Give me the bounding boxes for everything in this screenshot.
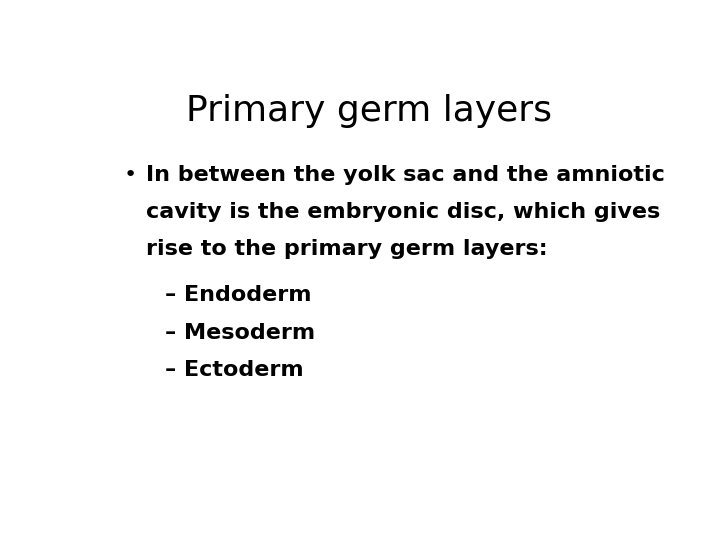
Text: cavity is the embryonic disc, which gives: cavity is the embryonic disc, which give…	[145, 202, 660, 222]
Text: In between the yolk sac and the amniotic: In between the yolk sac and the amniotic	[145, 165, 665, 185]
Text: – Endoderm: – Endoderm	[166, 285, 312, 305]
Text: Primary germ layers: Primary germ layers	[186, 94, 552, 128]
Text: – Ectoderm: – Ectoderm	[166, 360, 304, 380]
Text: – Mesoderm: – Mesoderm	[166, 322, 315, 342]
Text: rise to the primary germ layers:: rise to the primary germ layers:	[145, 239, 547, 259]
Text: •: •	[124, 165, 137, 185]
